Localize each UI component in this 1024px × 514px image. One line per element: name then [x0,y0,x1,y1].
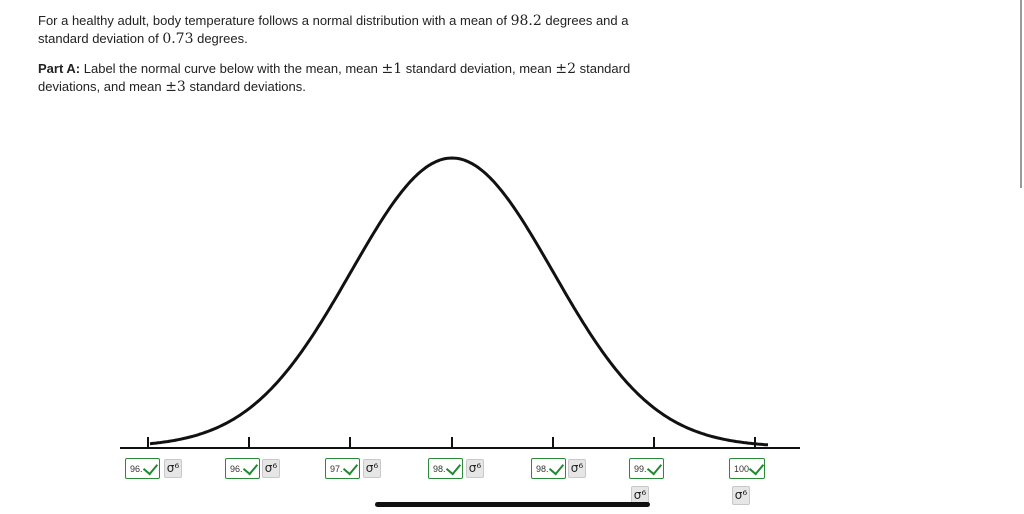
checkmark-icon [646,459,662,475]
key-icon[interactable]: σ⁶ [363,459,381,478]
problem-statement: For a healthy adult, body temperature fo… [38,12,648,48]
checkmark-icon [445,459,461,475]
part-a-text-mid1: standard deviation, mean [402,61,556,76]
answer-value: 98. [433,463,446,474]
key-icon[interactable]: σ⁶ [262,459,280,478]
answer-input[interactable]: 100 [729,458,765,479]
answer-input[interactable]: 98. [531,458,566,479]
part-a-text-mid2: standard deviations, and mean [38,61,631,94]
answer-input[interactable]: 96. [225,458,260,479]
home-indicator-bar [375,502,650,507]
key-icon[interactable]: σ⁶ [631,486,649,505]
intro-text-mid: degrees and a standard deviation of [38,13,629,46]
answer-input[interactable]: 98. [428,458,463,479]
answer-value: 97. [330,463,343,474]
pm2-symbol: ±2 [555,61,576,77]
part-a-text-end: standard deviations. [185,79,306,94]
answer-input[interactable]: 97. [325,458,360,479]
problem-text: For a healthy adult, body temperature fo… [38,12,648,108]
key-icon[interactable]: σ⁶ [466,459,484,478]
answer-value: 96. [130,463,143,474]
answer-value: 99. [634,463,647,474]
part-a-instructions: Part A: Label the normal curve below wit… [38,60,648,96]
intro-text-end: degrees. [193,31,248,46]
axis-ticks [147,437,756,448]
checkmark-icon [242,459,258,475]
checkmark-icon [548,459,564,475]
key-icon[interactable]: σ⁶ [732,486,750,505]
scrollbar[interactable] [1020,0,1022,188]
answer-value: 96. [230,463,243,474]
checkmark-icon [342,459,358,475]
checkmark-icon [142,459,158,475]
part-a-label: Part A: [38,61,81,76]
normal-curve [149,156,769,447]
pm1-symbol: ±1 [381,61,403,77]
answer-value: 98. [536,463,549,474]
answer-input[interactable]: 96. [125,458,160,479]
sd-value: 0.73 [162,31,194,47]
part-a-text: Label the normal curve below with the me… [80,61,382,76]
key-icon[interactable]: σ⁶ [164,459,182,478]
key-icon[interactable]: σ⁶ [568,459,586,478]
mean-value: 98.2 [510,13,542,29]
answer-value: 100 [734,463,750,474]
intro-text: For a healthy adult, body temperature fo… [38,13,511,28]
pm3-symbol: ±3 [165,79,186,95]
answer-input[interactable]: 99. [629,458,664,479]
checkmark-icon [748,459,764,475]
